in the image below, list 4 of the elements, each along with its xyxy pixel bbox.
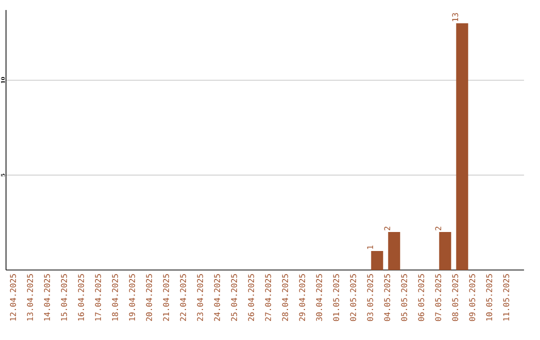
bar bbox=[456, 23, 468, 270]
bar bbox=[439, 232, 452, 270]
bar bbox=[371, 251, 384, 270]
bar bbox=[388, 232, 400, 270]
